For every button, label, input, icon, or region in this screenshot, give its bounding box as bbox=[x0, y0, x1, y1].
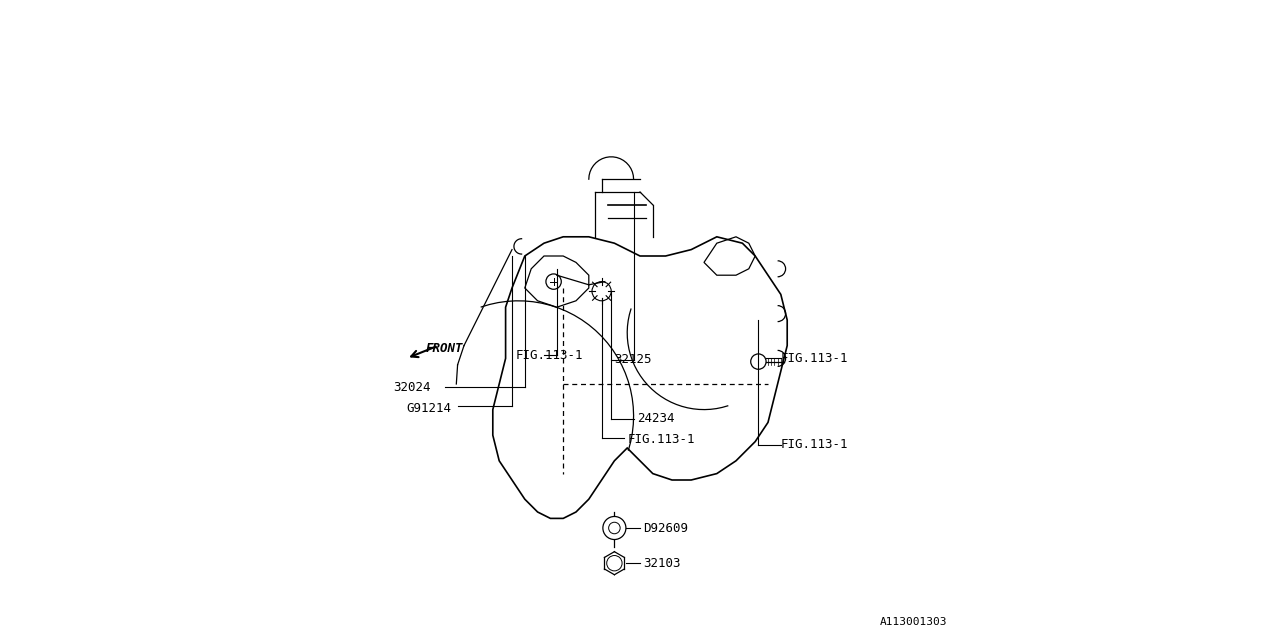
Text: FIG.113-1: FIG.113-1 bbox=[781, 352, 849, 365]
Text: D92609: D92609 bbox=[644, 522, 689, 534]
Text: FIG.113-1: FIG.113-1 bbox=[516, 349, 582, 362]
Text: FIG.113-1: FIG.113-1 bbox=[627, 433, 695, 446]
Text: 32125: 32125 bbox=[614, 353, 652, 366]
Text: FRONT: FRONT bbox=[425, 342, 463, 355]
Text: 32103: 32103 bbox=[644, 557, 681, 570]
Text: G91214: G91214 bbox=[407, 402, 452, 415]
Text: FIG.113-1: FIG.113-1 bbox=[781, 438, 849, 451]
Text: 32024: 32024 bbox=[394, 381, 431, 394]
Text: A113001303: A113001303 bbox=[879, 617, 947, 627]
Text: 24234: 24234 bbox=[637, 412, 675, 425]
